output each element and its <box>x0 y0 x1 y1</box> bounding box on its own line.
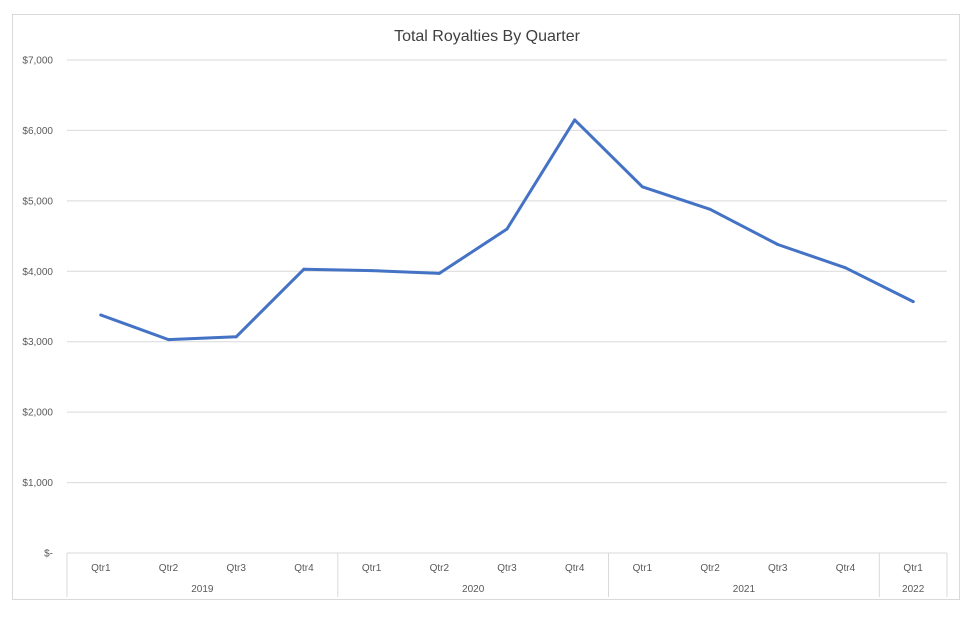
data-point <box>370 269 374 273</box>
y-tick-label: $5,000 <box>22 196 53 207</box>
data-point <box>708 207 712 211</box>
data-point <box>437 271 441 275</box>
group-label: 2022 <box>902 584 925 595</box>
gridlines <box>67 59 947 484</box>
y-tick-label: $2,000 <box>22 408 53 419</box>
x-tick-label: Qtr2 <box>700 563 720 574</box>
x-axis: Qtr1 Qtr2 Qtr3 Qtr4 Qtr1 Qtr2 Qtr3 Qtr4 Qtr1 Qtr2… <box>66 552 948 597</box>
y-tick-label: $4,000 <box>22 267 53 278</box>
data-point <box>911 300 915 304</box>
data-point <box>505 227 509 231</box>
data-point <box>99 313 103 317</box>
data-point <box>843 266 847 270</box>
group-label: 2020 <box>462 584 485 595</box>
data-point <box>167 338 171 342</box>
group-label: 2019 <box>191 584 214 595</box>
x-tick-label: Qtr1 <box>91 563 111 574</box>
x-tick-label: Qtr1 <box>362 563 382 574</box>
x-tick-label: Qtr3 <box>497 563 517 574</box>
data-point <box>573 118 577 122</box>
chart-title: Total Royalties By Quarter <box>394 28 581 45</box>
plot-series <box>99 118 915 342</box>
x-tick-label: Qtr2 <box>430 563 450 574</box>
x-tick-label: Qtr3 <box>768 563 788 574</box>
data-point <box>234 335 238 339</box>
x-tick-label: Qtr1 <box>633 563 653 574</box>
x-tick-label: Qtr1 <box>903 563 923 574</box>
data-point <box>776 243 780 247</box>
x-tick-label: Qtr4 <box>294 563 314 574</box>
data-point <box>640 185 644 189</box>
data-point <box>302 267 306 271</box>
x-tick-label: Qtr4 <box>836 563 856 574</box>
y-tick-label: $3,000 <box>22 337 53 348</box>
x-tick-label: Qtr2 <box>159 563 179 574</box>
y-axis: $- $1,000 $2,000 $3,000 $4,000 $5,000 $6,000 $7… <box>22 56 53 560</box>
chart-svg: Total Royalties By Quarter $- $1,000 $2,00… <box>22 28 948 597</box>
chart-area: Total Royalties By Quarter $- $1,000 $2,00… <box>12 14 960 600</box>
x-tick-label: Qtr4 <box>565 563 585 574</box>
x-tick-label: Qtr3 <box>227 563 247 574</box>
group-label: 2021 <box>733 584 756 595</box>
y-tick-label: $1,000 <box>22 478 53 489</box>
y-tick-label: $6,000 <box>22 126 53 137</box>
y-tick-label: $- <box>44 549 53 560</box>
y-tick-label: $7,000 <box>22 56 53 67</box>
